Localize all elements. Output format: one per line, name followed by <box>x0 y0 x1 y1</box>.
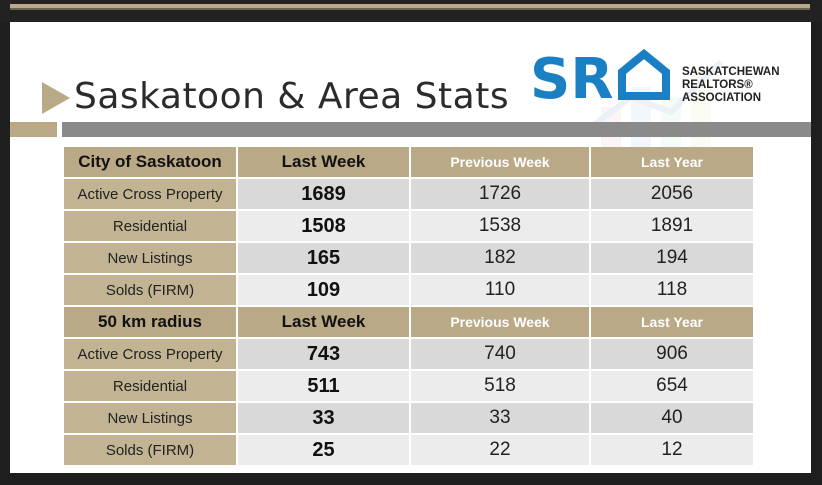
row-label: New Listings <box>64 403 238 433</box>
cell-last-week: 109 <box>238 275 411 305</box>
sra-logo-text: SASKATCHEWAN REALTORS® ASSOCIATION <box>682 66 780 105</box>
table-row: New Listings 165 182 194 <box>64 243 755 273</box>
cell-last-week: 165 <box>238 243 411 273</box>
cell-last-year: 194 <box>591 243 755 273</box>
title-rule-gold <box>10 122 57 137</box>
column-header-last-year: Last Year <box>591 307 755 337</box>
slide: Saskatoon & Area Stats SR SASKATCHEWAN R… <box>10 22 811 473</box>
row-label: Solds (FIRM) <box>64 435 238 465</box>
stats-table: City of Saskatoon Last Week Previous Wee… <box>64 145 755 467</box>
column-header-last-week: Last Week <box>238 147 411 177</box>
column-header-last-week: Last Week <box>238 307 411 337</box>
logo-line-3: ASSOCIATION <box>682 92 762 104</box>
table-row: Active Cross Property 743 740 906 <box>64 339 755 369</box>
row-label: New Listings <box>64 243 238 273</box>
cell-last-year: 12 <box>591 435 755 465</box>
cell-previous-week: 1538 <box>411 211 591 241</box>
table-row: Solds (FIRM) 25 22 12 <box>64 435 755 465</box>
column-header-previous-week: Previous Week <box>411 147 591 177</box>
sra-logo-icon: SR <box>530 48 670 106</box>
window-top-strip <box>0 0 822 22</box>
title-arrow-icon <box>42 82 70 114</box>
column-header-last-year: Last Year <box>591 147 755 177</box>
cell-previous-week: 22 <box>411 435 591 465</box>
cell-last-year: 118 <box>591 275 755 305</box>
title-rule-gray <box>62 122 811 137</box>
row-label: Residential <box>64 211 238 241</box>
cell-last-week: 25 <box>238 435 411 465</box>
cell-last-week: 511 <box>238 371 411 401</box>
cell-last-year: 906 <box>591 339 755 369</box>
cell-last-week: 1508 <box>238 211 411 241</box>
column-header-previous-week: Previous Week <box>411 307 591 337</box>
logo-line-2: REALTORS® <box>682 79 753 91</box>
cell-last-week: 33 <box>238 403 411 433</box>
cell-previous-week: 33 <box>411 403 591 433</box>
row-label: Solds (FIRM) <box>64 275 238 305</box>
cell-last-year: 654 <box>591 371 755 401</box>
top-border-shadow <box>10 8 810 10</box>
table-row: Active Cross Property 1689 1726 2056 <box>64 179 755 209</box>
logo-line-1: SASKATCHEWAN <box>682 66 780 78</box>
row-label: Residential <box>64 371 238 401</box>
cell-last-week: 1689 <box>238 179 411 209</box>
cell-previous-week: 1726 <box>411 179 591 209</box>
section-header-label: City of Saskatoon <box>64 147 238 177</box>
table-header-row: 50 km radius Last Week Previous Week Las… <box>64 307 755 337</box>
svg-text:SR: SR <box>530 48 613 106</box>
section-header-label: 50 km radius <box>64 307 238 337</box>
table-row: Residential 1508 1538 1891 <box>64 211 755 241</box>
row-label: Active Cross Property <box>64 339 238 369</box>
table-row: Residential 511 518 654 <box>64 371 755 401</box>
row-label: Active Cross Property <box>64 179 238 209</box>
cell-previous-week: 740 <box>411 339 591 369</box>
cell-last-year: 1891 <box>591 211 755 241</box>
table-row: Solds (FIRM) 109 110 118 <box>64 275 755 305</box>
cell-previous-week: 518 <box>411 371 591 401</box>
top-border-line <box>10 4 810 8</box>
table-header-row: City of Saskatoon Last Week Previous Wee… <box>64 147 755 177</box>
slide-title: Saskatoon & Area Stats <box>74 76 510 117</box>
cell-previous-week: 110 <box>411 275 591 305</box>
table-row: New Listings 33 33 40 <box>64 403 755 433</box>
cell-last-year: 2056 <box>591 179 755 209</box>
cell-previous-week: 182 <box>411 243 591 273</box>
cell-last-week: 743 <box>238 339 411 369</box>
cell-last-year: 40 <box>591 403 755 433</box>
